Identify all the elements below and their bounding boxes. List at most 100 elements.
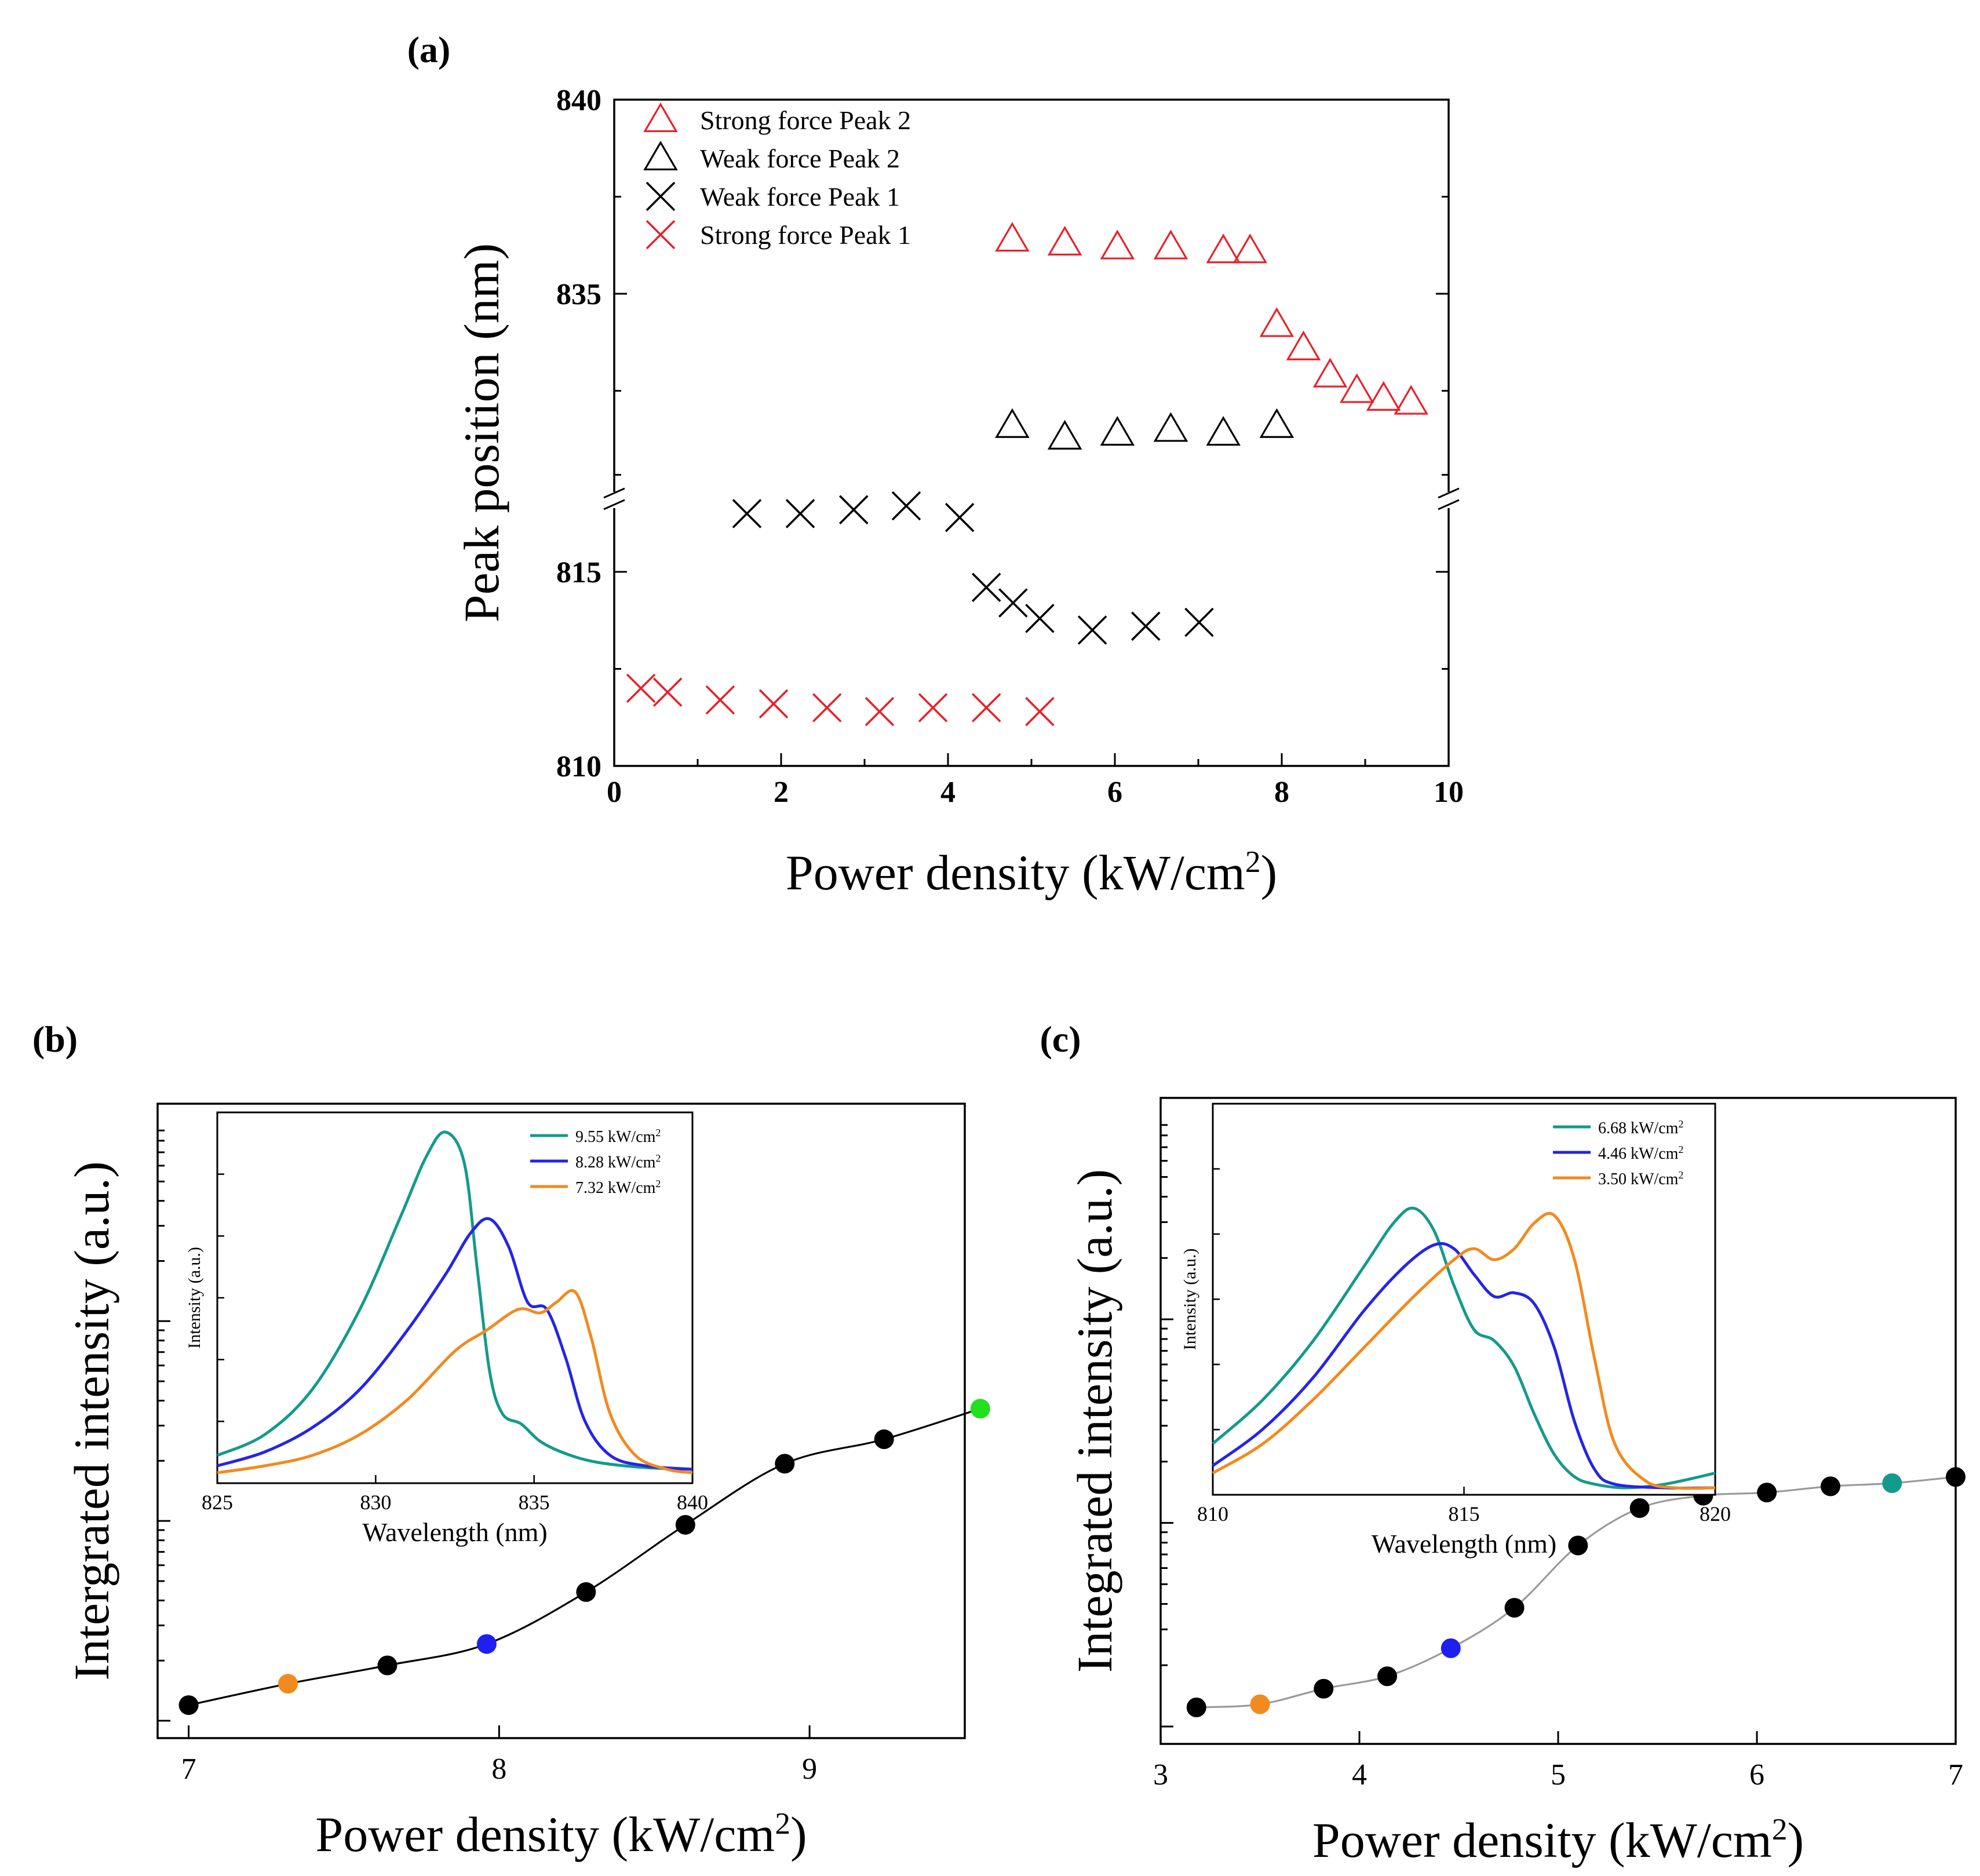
data-point-a <box>1286 330 1321 360</box>
inset-legend-label-c: 4.46 kW/cm2 <box>1598 1144 1683 1163</box>
data-point-c <box>1820 1476 1840 1497</box>
legend-marker-a <box>646 181 676 211</box>
data-point-a <box>1077 615 1107 645</box>
data-point-b <box>576 1582 596 1602</box>
data-point-a <box>626 673 656 703</box>
inset-legend-label-base: 6.68 kW/cm <box>1598 1119 1679 1137</box>
data-point-c <box>1568 1535 1588 1556</box>
y-tick-label-a: 835 <box>556 278 601 311</box>
inset-legend-label-c: 3.50 kW/cm2 <box>1598 1169 1683 1188</box>
inset-series-line-b <box>217 1289 693 1474</box>
data-point-a <box>1312 357 1348 388</box>
data-point-b <box>775 1454 795 1474</box>
panel-label-c: (c) <box>1040 1019 1081 1060</box>
inset-legend-label-base: 9.55 kW/cm <box>575 1128 656 1146</box>
data-point-a <box>865 696 895 727</box>
inset-frame-c <box>1212 1103 1716 1496</box>
data-point-a <box>732 499 762 528</box>
x-tick-label-a: 6 <box>1107 776 1122 809</box>
data-point-a <box>1339 373 1374 403</box>
inset-x-tick-label-b: 835 <box>519 1491 550 1514</box>
inset-legend-label-b: 9.55 kW/cm2 <box>575 1127 661 1146</box>
data-point-b <box>377 1655 398 1676</box>
data-point-a <box>652 677 683 707</box>
data-point-a <box>705 685 735 715</box>
data-point-a-stroke2 <box>918 693 948 722</box>
data-point-a <box>1184 607 1214 637</box>
legend-marker-a <box>646 220 676 250</box>
inset-series-line-c <box>1212 1211 1716 1490</box>
y-tick-label-a: 840 <box>556 84 601 117</box>
x-axis-label-a-base: Power density (kW/cm <box>786 845 1245 900</box>
inset-x-tick-label-b: 825 <box>202 1491 233 1514</box>
inset-series-line-b <box>216 1130 693 1471</box>
inset-legend-label-b: 7.32 kW/cm2 <box>575 1178 661 1197</box>
x-tick-label-c: 4 <box>1352 1758 1367 1791</box>
inset-legend-label-base: 4.46 kW/cm <box>1598 1145 1679 1163</box>
inset-legend-label-base: 3.50 kW/cm <box>1598 1170 1679 1188</box>
x-tick-label-a: 8 <box>1274 776 1289 809</box>
x-axis-label-a-end: ) <box>1260 845 1277 900</box>
x-tick-label-a: 2 <box>774 776 789 809</box>
legend-label-a: Weak force Peak 2 <box>700 144 900 173</box>
x-tick-label-c: 3 <box>1153 1758 1168 1791</box>
data-point-a <box>759 689 789 719</box>
data-point-c <box>1441 1638 1461 1658</box>
data-point-a <box>812 693 842 722</box>
x-axis-label-b-sup: 2 <box>775 1806 790 1841</box>
x-tick-label-b: 9 <box>802 1753 817 1786</box>
legend-marker-a <box>643 102 678 133</box>
panel-label-a: (a) <box>407 29 451 70</box>
inset-series-line-c <box>1212 1206 1716 1490</box>
data-point-a-stroke2 <box>812 693 842 722</box>
data-point-c <box>1186 1698 1206 1717</box>
x-tick-label-c: 5 <box>1551 1758 1566 1791</box>
inset-legend-label-sup: 2 <box>1678 1144 1683 1155</box>
data-point-a <box>785 499 815 528</box>
panel-label-b: (b) <box>32 1019 78 1060</box>
data-point-b <box>970 1399 990 1419</box>
axis-break-mark-0a <box>603 487 625 499</box>
data-point-a <box>891 491 921 521</box>
inset-legend-label-sup: 2 <box>1678 1169 1683 1181</box>
inset-b: 825 830 835 840 Wavelength (nm) Intensity (a.… <box>185 1111 708 1547</box>
plot-frame-b <box>156 1103 966 1739</box>
axis-break-mark-1a <box>1438 487 1460 499</box>
inset-x-tick-label-c: 810 <box>1197 1502 1228 1525</box>
x-axis-label-c: Power density (kW/cm2) <box>1312 1812 1804 1868</box>
data-point-a <box>1100 229 1135 260</box>
x-tick-label-b: 7 <box>181 1753 196 1786</box>
data-point-a <box>1206 416 1241 446</box>
data-point-b <box>675 1514 695 1535</box>
legend-marker-a-stroke2 <box>646 220 676 250</box>
inset-y-axis-label-b: Intensity (a.u.) <box>185 1247 204 1349</box>
data-point-a-stroke2 <box>652 677 683 707</box>
data-point-a <box>971 572 1001 603</box>
x-axis-label-b-base: Power density (kW/cm <box>315 1806 775 1862</box>
data-point-b <box>278 1674 298 1694</box>
data-point-a <box>995 408 1030 438</box>
data-point-a <box>1366 381 1401 411</box>
data-point-a <box>1025 696 1055 727</box>
x-axis-label-c-sup: 2 <box>1772 1812 1788 1846</box>
data-point-a-stroke2 <box>1131 611 1161 641</box>
data-point-a-stroke2 <box>1184 607 1214 637</box>
data-point-a <box>1153 229 1188 260</box>
data-point-c <box>1882 1473 1902 1493</box>
inset-c: 810 815 820 Wavelength (nm) Intensity (a.u.)… <box>1180 1103 1731 1559</box>
y-axis-label-c: Integrated intensity (a.u.) <box>1067 1169 1122 1673</box>
x-axis-label-c-end: ) <box>1787 1812 1804 1868</box>
data-point-a <box>918 693 948 722</box>
data-point-c <box>1314 1678 1334 1699</box>
data-point-a <box>1025 604 1055 633</box>
data-point-a <box>1153 412 1188 442</box>
data-point-a <box>839 495 869 525</box>
legend-label-a: Weak force Peak 1 <box>700 182 900 211</box>
x-axis-label-a-sup: 2 <box>1245 844 1261 879</box>
data-point-a-stroke2 <box>759 689 789 719</box>
data-point-a-stroke2 <box>626 673 656 703</box>
inset-y-axis-label-c: Intensity (a.u.) <box>1180 1249 1199 1351</box>
